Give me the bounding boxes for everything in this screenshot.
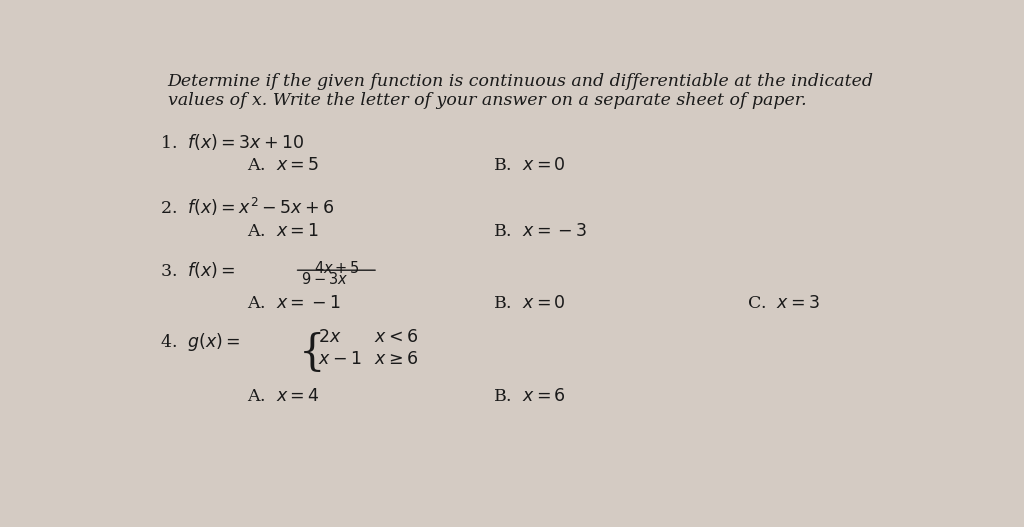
Text: 3.  $f(x) =$: 3. $f(x) =$ — [160, 260, 236, 280]
Text: 4.  $g(x) =$: 4. $g(x) =$ — [160, 331, 241, 353]
Text: $x - 1$: $x - 1$ — [318, 352, 361, 368]
Text: B.  $x = 6$: B. $x = 6$ — [494, 388, 566, 405]
Text: values of x. Write the letter of your answer on a separate sheet of paper.: values of x. Write the letter of your an… — [168, 92, 806, 109]
Text: A.  $x = 1$: A. $x = 1$ — [247, 223, 319, 240]
Text: B.  $x = 0$: B. $x = 0$ — [494, 158, 566, 174]
Text: $2x$: $2x$ — [318, 329, 342, 346]
Text: C.  $x = 3$: C. $x = 3$ — [748, 295, 820, 311]
Text: B.  $x = 0$: B. $x = 0$ — [494, 295, 566, 311]
Text: 2.  $f(x) = x^2 - 5x + 6$: 2. $f(x) = x^2 - 5x + 6$ — [160, 197, 334, 218]
Text: A.  $x = -1$: A. $x = -1$ — [247, 295, 341, 311]
Text: B.  $x = -3$: B. $x = -3$ — [494, 223, 587, 240]
Text: $x \geq 6$: $x \geq 6$ — [374, 352, 418, 368]
Text: Determine if the given function is continuous and differentiable at the indicate: Determine if the given function is conti… — [168, 73, 873, 91]
Text: $4x+5$: $4x+5$ — [314, 260, 360, 276]
Text: A.  $x = 5$: A. $x = 5$ — [247, 158, 319, 174]
Text: A.  $x = 4$: A. $x = 4$ — [247, 388, 319, 405]
Text: 1.  $f(x) = 3x + 10$: 1. $f(x) = 3x + 10$ — [160, 132, 304, 152]
Text: {: { — [299, 333, 326, 374]
Text: $x < 6$: $x < 6$ — [374, 329, 418, 346]
Text: $9-3x$: $9-3x$ — [301, 271, 348, 287]
